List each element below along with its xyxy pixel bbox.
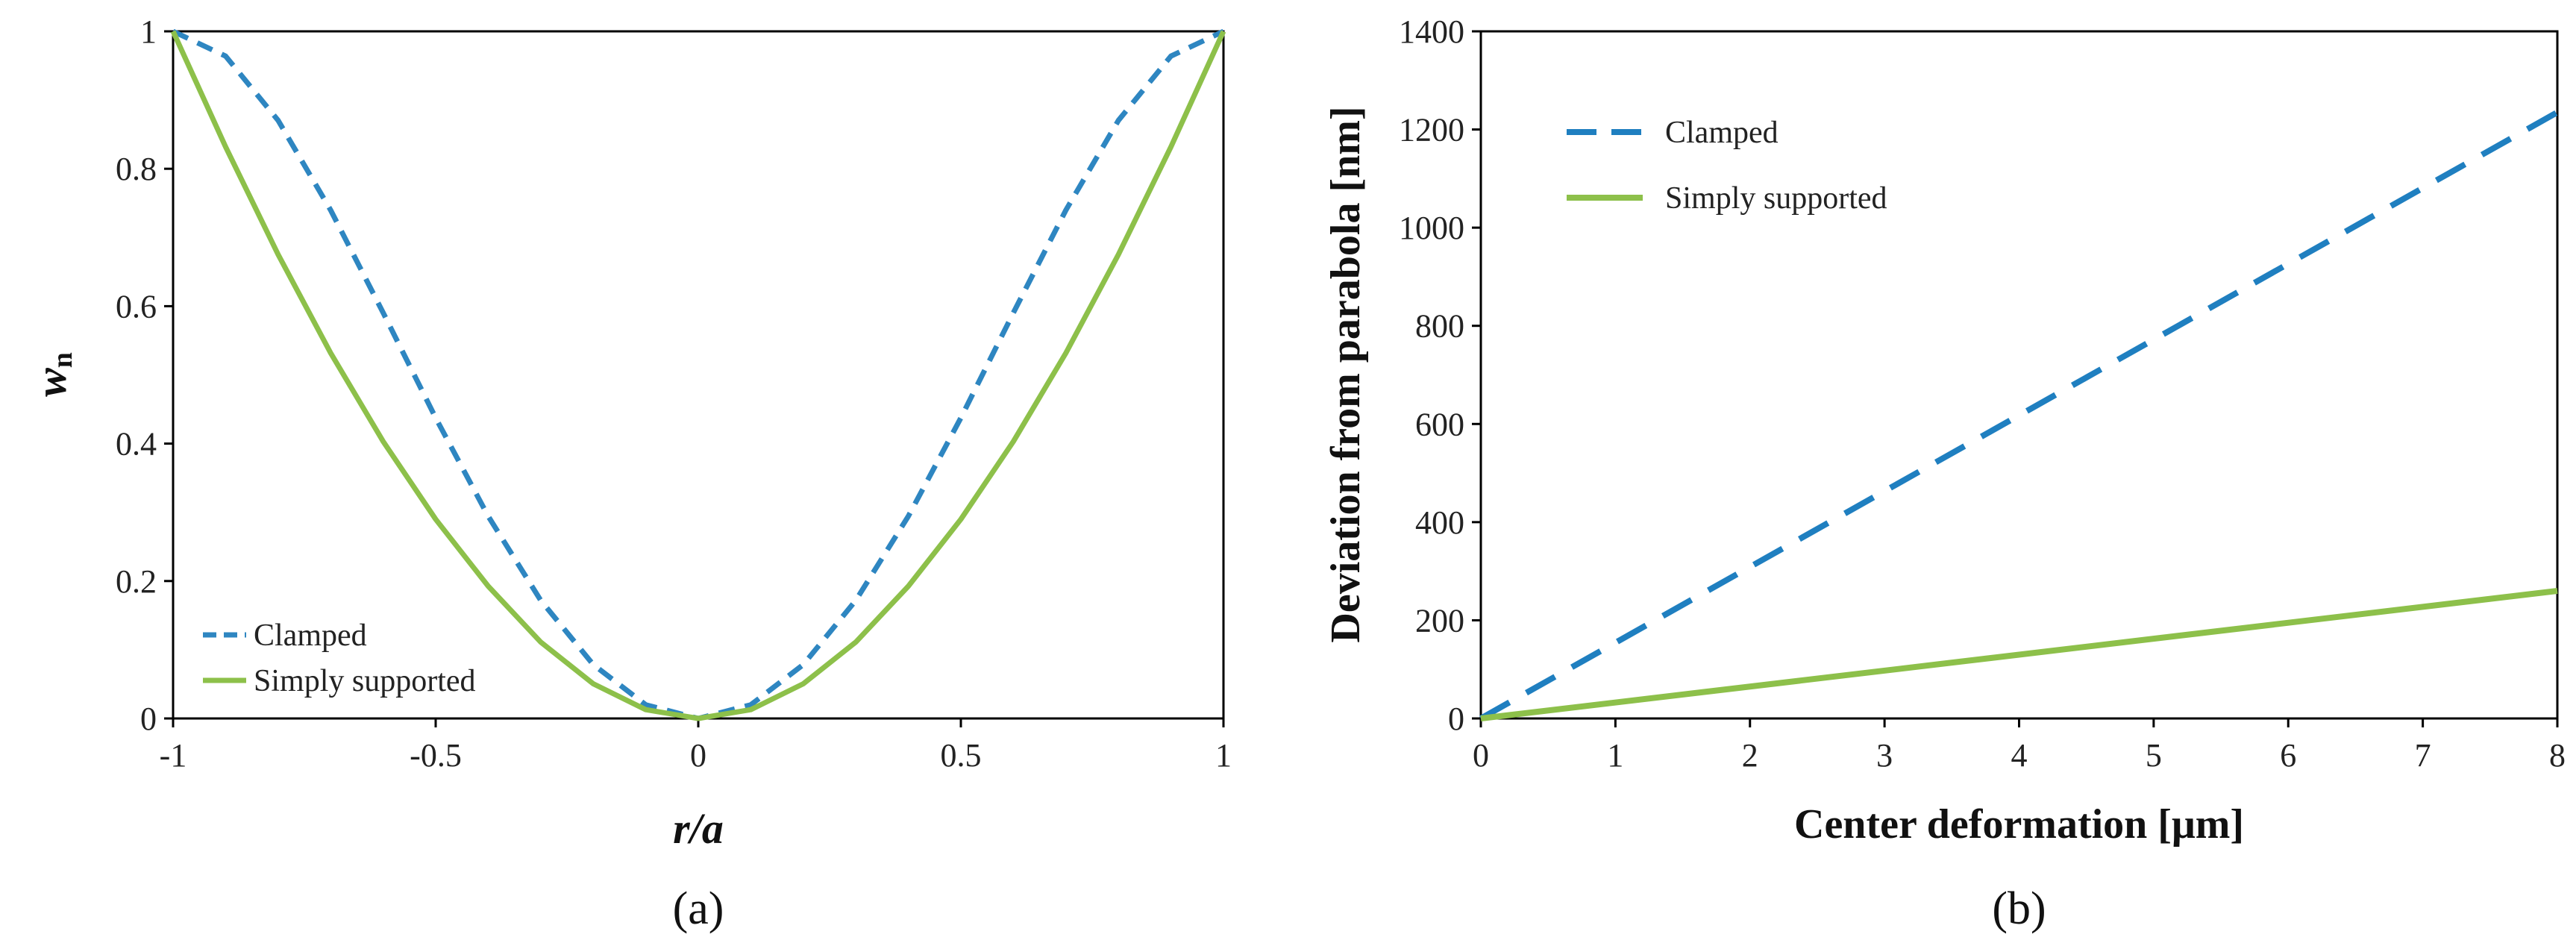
series-line-simply-supported [170,30,1226,721]
y-tick-label: 600 [1415,406,1464,442]
legend-clamped-label: Clamped [254,618,367,653]
x-axis-ticks: 0 1 2 3 4 5 6 7 8 [1473,718,2566,774]
series-line-clamped [172,28,1225,721]
panel-label-b: (b) [1992,883,2046,934]
y-tick-label: 0 [140,701,157,737]
x-tick-label: 6 [2280,737,2296,774]
y-tick-label: 1200 [1399,112,1464,148]
legend-clamped-label: Clamped [1665,116,1779,150]
y-tick-label: 1400 [1399,13,1464,50]
x-tick-label: 5 [2146,737,2162,774]
y-tick-label: 0 [1448,701,1464,737]
y-tick-label: 0.2 [116,563,157,600]
x-tick-label: 0 [1473,737,1489,774]
y-tick-label: 1 [140,13,157,50]
x-tick-label: 1 [1215,737,1232,774]
x-tick-label: 3 [1876,737,1893,774]
y-tick-label: 400 [1415,504,1464,541]
x-tick-label: -1 [160,737,187,774]
legend: Clamped Simply supported [1567,116,1887,216]
y-tick-label: 0.8 [116,151,157,187]
panel-label-a: (a) [673,883,724,934]
y-axis-ticks: 0 200 400 600 800 1000 1200 1400 [1399,13,1481,737]
x-tick-label: 4 [2011,737,2028,774]
y-axis-label: wn [27,352,78,397]
series-group [1479,110,2559,721]
series-line-clamped [1479,110,2559,721]
panel-b: 0 200 400 600 800 1000 1200 1400 0 1 2 3 4 5 6 7 8 Clam… [1323,13,2566,934]
x-tick-label: 1 [1607,737,1623,774]
x-tick-label: 2 [1742,737,1758,774]
x-tick-label: -0.5 [410,737,462,774]
x-axis-label: Center deformation [μm] [1794,801,2244,848]
y-tick-label: 0.4 [116,426,157,463]
y-tick-label: 800 [1415,308,1464,345]
x-axis-label: r/a [673,804,724,853]
y-tick-label: 0.6 [116,288,157,325]
plot-area-frame [172,30,1225,720]
y-tick-label: 1000 [1399,210,1464,246]
y-tick-label: 200 [1415,602,1464,639]
y-axis-label: Deviation from parabola [nm] [1323,106,1369,642]
x-tick-label: 8 [2549,737,2566,774]
y-axis-label-main: w [27,368,75,397]
legend-simply-supported-label: Simply supported [1665,181,1887,216]
y-axis-label-subscript: n [47,352,78,368]
y-axis-ticks: 0 0.2 0.4 0.6 0.8 1 [116,13,173,737]
x-tick-label: 7 [2415,737,2431,774]
x-tick-label: 0 [690,737,706,774]
legend-simply-supported-label: Simply supported [254,664,476,698]
plot-area-frame [1479,30,2559,720]
series-line-simply-supported [1480,588,2558,721]
legend: Clamped Simply supported [203,618,476,698]
series-group [170,28,1226,721]
x-axis-ticks: -1 -0.5 0 0.5 1 [160,718,1232,774]
panel-a: 0 0.2 0.4 0.6 0.8 1 -1 -0.5 0 0.5 1 Clamped Simpl… [27,13,1232,934]
x-tick-label: 0.5 [941,737,982,774]
